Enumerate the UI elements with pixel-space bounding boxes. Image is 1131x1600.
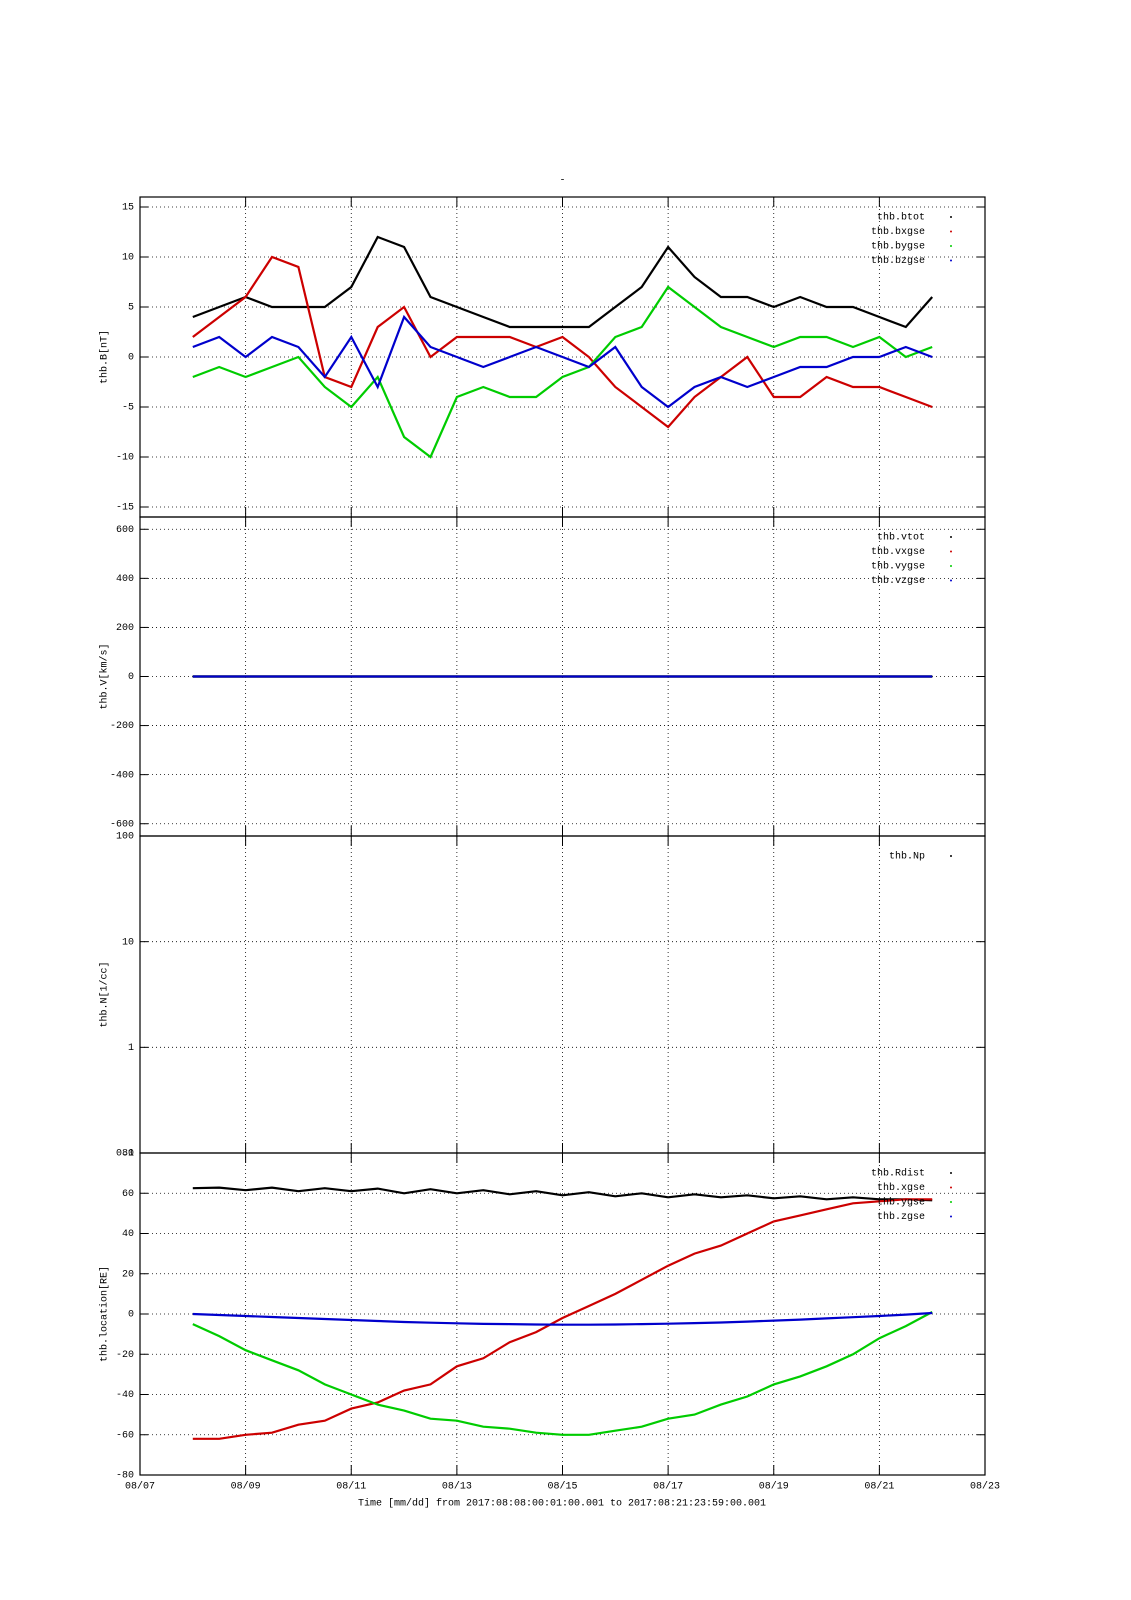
plot-frame <box>139 835 986 1154</box>
y-tick-label: 0 <box>128 353 134 364</box>
x-tick-label: 08/21 <box>864 1481 894 1493</box>
y-tick-label: -60 <box>116 1430 134 1441</box>
legend-marker <box>950 565 952 567</box>
legend-label: thb.vygse <box>871 561 925 573</box>
legend-marker <box>950 1215 952 1218</box>
x-tick-label: 08/09 <box>231 1481 261 1493</box>
x-tick-label: 08/13 <box>442 1481 472 1493</box>
x-tick-label: 08/15 <box>547 1481 577 1493</box>
data-line <box>192 314 933 409</box>
data-line <box>192 1186 933 1202</box>
legend-marker <box>950 550 952 553</box>
data-line <box>192 255 933 429</box>
legend-marker <box>950 1201 952 1203</box>
legend-label: thb.vxgse <box>871 546 925 558</box>
legend-marker <box>950 536 952 538</box>
y-axis-label: thb.N[1/cc] <box>99 961 111 1027</box>
x-tick-label: 08/11 <box>336 1481 366 1493</box>
y-tick-label: 5 <box>128 303 134 314</box>
y-tick-label: 200 <box>116 623 134 634</box>
legend-marker <box>950 245 952 247</box>
y-tick-label: 80 <box>122 1149 134 1160</box>
y-tick-label: 400 <box>116 574 134 585</box>
legend-label: thb.Np <box>889 851 925 863</box>
y-tick-label: -20 <box>116 1350 134 1361</box>
x-tick-label: 08/19 <box>759 1481 789 1493</box>
y-tick-label: -200 <box>110 721 134 732</box>
legend-marker <box>950 230 952 233</box>
y-tick-label: -40 <box>116 1390 134 1401</box>
legend-marker <box>950 216 952 218</box>
y-tick-label: 10 <box>122 253 134 264</box>
y-axis-label: thb.location[RE] <box>99 1266 111 1362</box>
x-tick-label: 08/23 <box>970 1481 1000 1493</box>
y-axis-label: thb.B[nT] <box>99 330 111 384</box>
y-tick-label: 60 <box>122 1189 134 1200</box>
y-tick-label: -400 <box>110 770 134 781</box>
y-tick-label: 40 <box>122 1229 134 1240</box>
data-line <box>192 235 934 329</box>
y-tick-label: 600 <box>116 525 134 536</box>
x-axis-label: Time [mm/dd] from 2017:08:08:00:01:00.00… <box>358 1498 766 1510</box>
y-tick-label: 20 <box>122 1269 134 1280</box>
legend-marker <box>950 1186 952 1189</box>
y-tick-label: 0 <box>128 672 134 683</box>
legend-label: thb.xgse <box>877 1182 925 1194</box>
y-tick-label: -5 <box>122 403 134 414</box>
legend-label: thb.zgse <box>877 1211 925 1223</box>
legend-label: thb.bzgse <box>871 255 925 267</box>
y-tick-label: 0.1 <box>116 1149 134 1160</box>
plot-frame <box>139 1152 986 1476</box>
y-tick-label: -15 <box>116 503 134 514</box>
legend-label: thb.bxgse <box>871 226 925 238</box>
legend-marker <box>950 259 952 262</box>
data-line <box>192 1311 933 1436</box>
x-tick-label: 08/17 <box>653 1481 683 1493</box>
legend-label: thb.bygse <box>871 241 925 253</box>
y-tick-label: 1 <box>128 1043 134 1054</box>
legend-label: thb.btot <box>877 212 925 224</box>
y-tick-label: -80 <box>116 1471 134 1482</box>
y-tick-label: -600 <box>110 819 134 830</box>
y-tick-label: 10 <box>122 937 134 948</box>
x-tick-label: 08/07 <box>125 1481 155 1493</box>
legend-marker <box>950 579 952 582</box>
data-line <box>192 285 933 459</box>
chart-title: - <box>559 176 565 187</box>
y-axis-label: thb.V[km/s] <box>99 643 111 709</box>
y-tick-label: 0 <box>128 1310 134 1321</box>
data-line <box>192 1198 933 1440</box>
data-line <box>192 1311 933 1326</box>
legend-label: thb.ygse <box>877 1197 925 1209</box>
y-tick-label: -10 <box>116 453 134 464</box>
y-tick-label: 15 <box>122 203 134 214</box>
y-tick-label: 100 <box>116 832 134 843</box>
legend-label: thb.Rdist <box>871 1168 925 1180</box>
legend-label: thb.vtot <box>877 532 925 544</box>
legend-marker <box>950 1172 952 1174</box>
legend-marker <box>950 855 952 857</box>
legend-label: thb.vzgse <box>871 575 925 587</box>
